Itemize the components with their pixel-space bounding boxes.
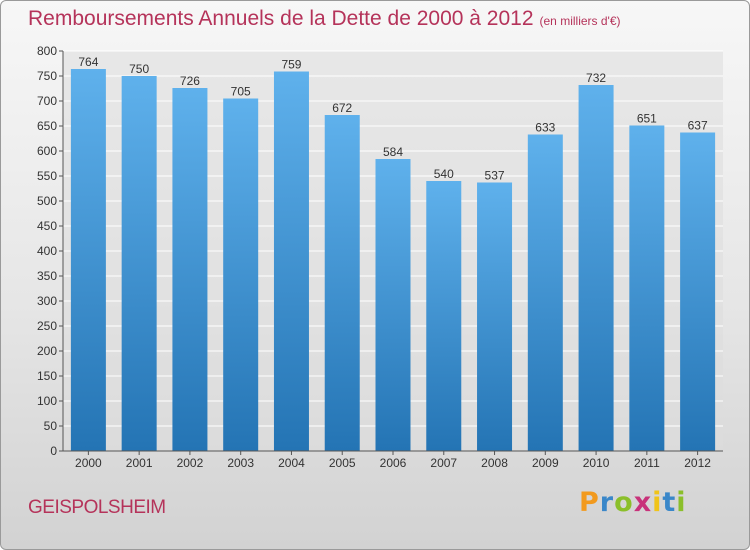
logo-letter: x — [633, 487, 653, 518]
bars — [70, 69, 716, 451]
bar-2000 — [70, 69, 106, 451]
bar-2011 — [629, 125, 665, 451]
x-tick-label-2005: 2005 — [329, 456, 356, 470]
value-label-2012: 637 — [688, 119, 708, 133]
y-tick-label: 100 — [37, 394, 57, 408]
x-tick-label-2012: 2012 — [684, 456, 711, 470]
y-tick-label: 450 — [37, 219, 57, 233]
value-label-2004: 759 — [281, 58, 301, 72]
y-tick-label: 250 — [37, 319, 57, 333]
bar-2010 — [578, 85, 614, 451]
x-tick-label-2004: 2004 — [278, 456, 305, 470]
bar-2006 — [375, 159, 411, 451]
value-label-2005: 672 — [332, 101, 352, 115]
value-label-2011: 651 — [637, 112, 657, 126]
title-text: Remboursements Annuels de la Dette de 20… — [28, 7, 534, 30]
value-label-2009: 633 — [535, 121, 555, 135]
value-labels: 764 750 726 705 759 672 584 540 537 633 732 651 637 — [78, 55, 708, 183]
value-label-2000: 764 — [78, 55, 98, 69]
chart-title: Remboursements Annuels de la Dette de 20… — [28, 7, 621, 31]
bar-2012 — [680, 132, 716, 451]
x-tick-label-2008: 2008 — [481, 456, 508, 470]
city-name: GEISPOLSHEIM — [28, 497, 166, 518]
logo-letter: P — [579, 487, 600, 518]
y-tick-label: 750 — [37, 69, 57, 83]
bar-2001 — [121, 76, 157, 451]
y-tick-label: 700 — [37, 94, 57, 108]
axes: 0 50 100 150 200 250 300 350 400 450 500 550 600 650 7… — [37, 44, 723, 470]
value-label-2008: 537 — [485, 169, 505, 183]
x-tick-label-2003: 2003 — [227, 456, 254, 470]
logo-letter: t — [662, 487, 677, 518]
x-tick-label-2011: 2011 — [634, 456, 660, 470]
y-tick-label: 0 — [50, 444, 57, 458]
unit-label: (en milliers d'€) — [539, 14, 621, 28]
logo-letter: r — [599, 487, 615, 518]
bar-2005 — [324, 115, 360, 451]
y-tick-label: 650 — [37, 119, 57, 133]
y-tick-label: 550 — [37, 169, 57, 183]
y-tick-label: 50 — [44, 419, 58, 433]
y-tick-label: 200 — [37, 344, 57, 358]
bar-2003 — [223, 98, 259, 451]
x-tick-label-2007: 2007 — [430, 456, 457, 470]
value-label-2007: 540 — [434, 167, 454, 181]
value-label-2003: 705 — [231, 85, 251, 99]
bar-2007 — [426, 181, 462, 451]
value-label-2006: 584 — [383, 145, 403, 159]
bar-2002 — [172, 88, 208, 451]
y-tick-label: 500 — [37, 194, 57, 208]
y-tick-label: 150 — [37, 369, 57, 383]
x-tick-label-2010: 2010 — [583, 456, 610, 470]
x-tick-label-2001: 2001 — [126, 456, 153, 470]
value-label-2010: 732 — [586, 71, 606, 85]
y-tick-label: 350 — [37, 269, 57, 283]
y-tick-label: 300 — [37, 294, 57, 308]
value-label-2002: 726 — [180, 74, 200, 88]
value-label-2001: 750 — [129, 62, 149, 76]
x-tick-label-2002: 2002 — [177, 456, 204, 470]
logo-letter: o — [614, 487, 634, 518]
proxiti-logo: Proxiti — [579, 487, 687, 518]
y-tick-label: 600 — [37, 144, 57, 158]
bar-2009 — [527, 134, 563, 451]
y-tick-label: 400 — [37, 244, 57, 258]
logo-letter: i — [652, 487, 663, 518]
bar-2004 — [273, 71, 309, 451]
x-tick-label-2000: 2000 — [75, 456, 102, 470]
x-tick-label-2009: 2009 — [532, 456, 559, 470]
logo-letter: i — [676, 487, 687, 518]
x-tick-label-2006: 2006 — [380, 456, 407, 470]
y-tick-label: 800 — [37, 44, 57, 58]
bar-2008 — [477, 182, 513, 451]
